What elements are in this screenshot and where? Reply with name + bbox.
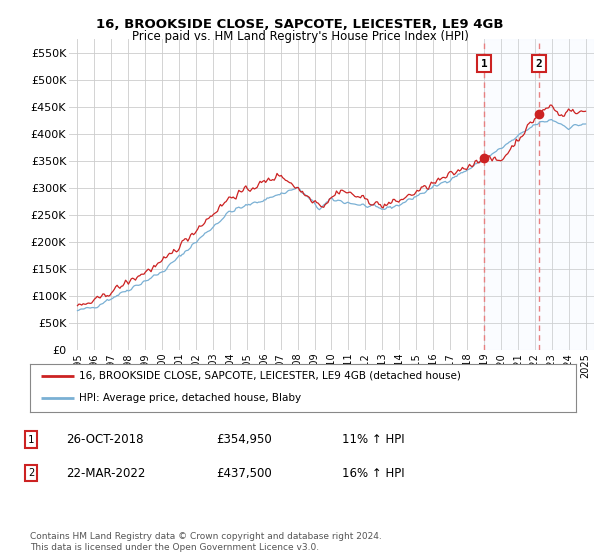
Text: £354,950: £354,950 — [216, 433, 272, 446]
Text: Contains HM Land Registry data © Crown copyright and database right 2024.
This d: Contains HM Land Registry data © Crown c… — [30, 532, 382, 552]
Bar — [484, 39, 594, 350]
Text: 2: 2 — [536, 59, 542, 68]
Text: £437,500: £437,500 — [216, 466, 272, 480]
Text: 26-OCT-2018: 26-OCT-2018 — [66, 433, 143, 446]
Text: 1: 1 — [481, 59, 487, 68]
Text: 1: 1 — [28, 435, 34, 445]
Text: 22-MAR-2022: 22-MAR-2022 — [66, 466, 145, 480]
Text: 16% ↑ HPI: 16% ↑ HPI — [342, 466, 404, 480]
Text: 11% ↑ HPI: 11% ↑ HPI — [342, 433, 404, 446]
Text: Price paid vs. HM Land Registry's House Price Index (HPI): Price paid vs. HM Land Registry's House … — [131, 30, 469, 43]
Text: HPI: Average price, detached house, Blaby: HPI: Average price, detached house, Blab… — [79, 393, 301, 403]
Text: 2: 2 — [28, 468, 34, 478]
Text: 16, BROOKSIDE CLOSE, SAPCOTE, LEICESTER, LE9 4GB (detached house): 16, BROOKSIDE CLOSE, SAPCOTE, LEICESTER,… — [79, 371, 461, 381]
Text: 16, BROOKSIDE CLOSE, SAPCOTE, LEICESTER, LE9 4GB: 16, BROOKSIDE CLOSE, SAPCOTE, LEICESTER,… — [96, 18, 504, 31]
